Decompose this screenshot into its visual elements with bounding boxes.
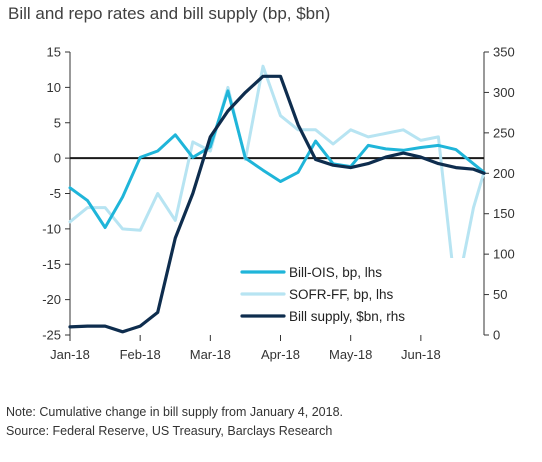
x-tick-label: Mar-18 — [190, 347, 231, 362]
y-left-tick-label: -10 — [42, 221, 61, 236]
x-tick-label: Jun-18 — [401, 347, 441, 362]
y-left-tick-label: 15 — [47, 45, 61, 60]
y-left-tick-label: 0 — [54, 151, 61, 166]
series-line-2 — [68, 64, 486, 298]
y-right-tick-label: 200 — [493, 166, 515, 181]
source-text: Source: Federal Reserve, US Treasury, Ba… — [6, 424, 333, 438]
y-left-tick-label: -15 — [42, 257, 61, 272]
y-left-tick-label: 5 — [54, 115, 61, 130]
y-left-tick-label: -20 — [42, 292, 61, 307]
legend: Bill-OIS, bp, lhs SOFR-FF, bp, lhs Bill su… — [234, 258, 472, 326]
axes: 151050-5-10-15-20-2535030025020015010050… — [42, 45, 515, 363]
x-tick-label: Feb-18 — [120, 347, 161, 362]
y-left-tick-label: -5 — [49, 186, 61, 201]
note-text: Note: Cumulative change in bill supply f… — [6, 405, 343, 419]
series-line-3 — [68, 74, 486, 334]
y-right-tick-label: 50 — [493, 287, 507, 302]
y-left-tick-label: 10 — [47, 80, 61, 95]
y-right-tick-label: 0 — [493, 328, 500, 343]
series-layer — [68, 64, 486, 334]
x-tick-label: Apr-18 — [261, 347, 300, 362]
y-right-tick-label: 300 — [493, 85, 515, 100]
legend-label-1: Bill-OIS, bp, lhs — [289, 265, 382, 280]
x-tick-label: May-18 — [329, 347, 372, 362]
legend-label-2: SOFR-FF, bp, lhs — [289, 287, 394, 302]
chart: 151050-5-10-15-20-2535030025020015010050… — [42, 45, 515, 363]
x-tick-label: Jan-18 — [50, 347, 90, 362]
y-right-tick-label: 150 — [493, 206, 515, 221]
y-left-tick-label: -25 — [42, 328, 61, 343]
series-line-1 — [68, 89, 486, 229]
legend-label-3: Bill supply, $bn, rhs — [289, 309, 405, 324]
y-right-tick-label: 250 — [493, 125, 515, 140]
y-right-tick-label: 100 — [493, 247, 515, 262]
chart-title: Bill and repo rates and bill supply (bp,… — [8, 4, 331, 23]
y-right-tick-label: 350 — [493, 45, 515, 60]
